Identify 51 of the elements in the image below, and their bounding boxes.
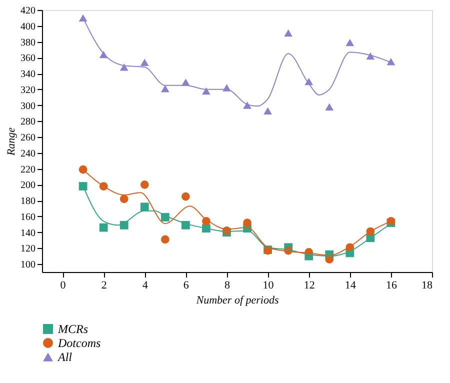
point — [99, 223, 108, 232]
point — [120, 64, 128, 71]
x-tick-label: 16 — [386, 280, 398, 292]
x-tick-label: 6 — [183, 280, 190, 292]
x-tick-label: 8 — [224, 280, 230, 292]
y-tick-label: 340 — [20, 69, 36, 80]
y-tick-label: 120 — [20, 244, 36, 255]
x-tick-label: 4 — [142, 280, 148, 292]
y-tick-label: 240 — [20, 148, 36, 160]
point — [243, 102, 252, 109]
point — [160, 235, 170, 244]
y-tick-label: 300 — [20, 100, 36, 112]
x-tick-label: 12 — [304, 280, 315, 292]
y-tick-label: 320 — [20, 84, 36, 96]
y-tick-label: 280 — [20, 116, 36, 128]
y-tick-label: 100 — [20, 260, 36, 271]
point — [78, 165, 88, 174]
point — [140, 202, 149, 212]
legend-label: MCRs — [57, 322, 88, 336]
point — [140, 180, 149, 189]
x-tick-label: 10 — [262, 280, 274, 292]
point — [346, 38, 354, 46]
y-tick-label: 200 — [20, 180, 36, 192]
y-tick-label: 140 — [20, 228, 36, 239]
point — [182, 220, 190, 230]
y-tick-label: 380 — [20, 37, 36, 48]
legend-label: Dotcoms — [57, 336, 101, 350]
point — [120, 220, 128, 230]
x-tick-label: 14 — [344, 280, 356, 292]
x-tick-label: 18 — [422, 280, 433, 292]
point — [182, 192, 190, 201]
point — [284, 29, 292, 37]
y-tick-label: 180 — [20, 196, 36, 208]
y-tick-label: 220 — [20, 164, 36, 176]
y-tick-label: 260 — [20, 132, 36, 144]
x-axis-title: Number of periods — [195, 294, 279, 306]
y-tick-label: 400 — [20, 21, 36, 32]
point — [78, 182, 88, 190]
point — [243, 218, 252, 227]
point — [264, 107, 272, 114]
y-tick-label: 160 — [20, 212, 36, 223]
point — [140, 58, 149, 66]
y-axis-title: Range — [6, 127, 18, 157]
point — [325, 103, 334, 110]
x-tick-label: 2 — [101, 280, 107, 292]
point — [160, 84, 170, 92]
y-tick-label: 360 — [20, 53, 36, 64]
x-tick-label: 0 — [60, 280, 66, 292]
y-tick-label: 420 — [20, 6, 36, 16]
legend-label: All — [57, 350, 73, 364]
point — [120, 194, 128, 204]
